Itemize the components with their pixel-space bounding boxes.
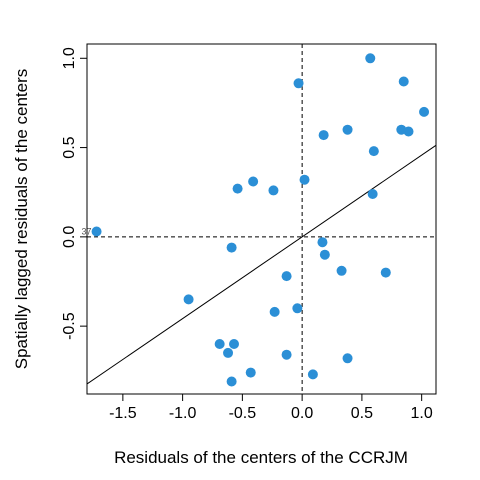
data-point	[342, 353, 353, 364]
y-tick-label: 0.5	[61, 136, 78, 158]
data-point	[223, 347, 234, 358]
data-point	[403, 126, 414, 137]
data-point	[336, 265, 347, 276]
data-point	[299, 174, 310, 185]
data-point	[183, 294, 194, 305]
data-point	[226, 242, 237, 253]
data-point	[229, 339, 240, 349]
data-point	[269, 306, 280, 317]
reference-lines	[87, 44, 436, 394]
x-tick-label: 0.5	[351, 405, 373, 422]
x-tick-label: -1.0	[169, 405, 197, 422]
data-point	[248, 176, 259, 187]
data-point	[319, 249, 330, 260]
data-point	[281, 271, 292, 282]
data-point	[367, 189, 378, 199]
data-point	[365, 53, 376, 64]
data-point	[419, 106, 430, 117]
y-tick-label: 1.0	[61, 47, 78, 69]
x-axis: -1.5 -1.0 -0.5 0.0 0.5 1.0	[109, 393, 433, 422]
data-point	[245, 367, 256, 378]
data-point	[91, 226, 102, 237]
x-tick-label: 0.0	[291, 405, 313, 422]
data-point	[268, 185, 279, 196]
x-tick-label: -1.5	[109, 405, 137, 422]
data-point	[342, 124, 353, 135]
y-tick-label: -0.5	[61, 312, 78, 340]
data-point	[281, 349, 292, 360]
data-point	[368, 146, 379, 157]
regression-line	[86, 144, 437, 385]
data-point	[232, 183, 243, 194]
y-tick-label: 0.0	[61, 226, 78, 248]
data-point	[380, 267, 391, 278]
data-point	[398, 76, 409, 87]
plot-frame	[86, 43, 437, 395]
x-tick-label: 1.0	[411, 405, 433, 422]
y-axis: -0.5 0.0 0.5 1.0	[61, 47, 88, 340]
data-point	[318, 130, 329, 141]
data-points	[91, 53, 430, 387]
data-point	[307, 369, 318, 380]
data-point	[226, 376, 237, 387]
y-axis-title: Spatially lagged residuals of the center…	[12, 69, 31, 370]
data-point	[292, 303, 303, 314]
x-tick-label: -0.5	[229, 405, 257, 422]
data-point	[214, 339, 225, 349]
data-point	[317, 237, 328, 248]
x-axis-title: Residuals of the centers of the CCRJM	[114, 448, 408, 467]
regression-line-group	[86, 144, 437, 385]
data-point	[293, 78, 304, 89]
